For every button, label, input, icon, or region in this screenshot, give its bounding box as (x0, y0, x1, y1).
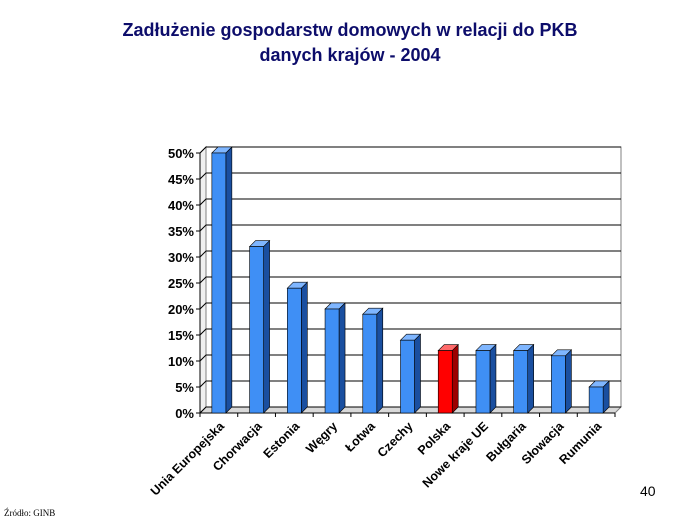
bar-czechy-side (414, 333, 421, 414)
gridline (199, 302, 621, 310)
bar-estonia-side (301, 281, 308, 414)
bar-węgry-side (338, 302, 346, 414)
y-tick-label: 50% (168, 146, 194, 161)
chart-title: Zadłużenie gospodarstw domowych w relacj… (0, 18, 700, 68)
y-tick-label: 35% (168, 224, 194, 239)
y-tick-label: 30% (168, 250, 194, 265)
bar-chorwacja (249, 246, 264, 414)
y-tick-label: 5% (175, 380, 194, 395)
bar-łotwa (362, 313, 378, 414)
gridline (199, 198, 621, 206)
y-tick-label: 45% (168, 172, 194, 187)
x-tick-label: Węgry (303, 419, 340, 456)
gridline (199, 276, 621, 284)
bar-bułgaria (513, 350, 528, 414)
bar-unia-europejska (211, 152, 227, 414)
bar-unia-europejska-side (225, 146, 233, 414)
y-tick-label: 20% (168, 302, 194, 317)
page-number: 40 (640, 483, 656, 499)
bar-estonia (287, 287, 302, 414)
chart-title-line-1: Zadłużenie gospodarstw domowych w relacj… (122, 20, 578, 40)
bar-słowacja (551, 355, 566, 414)
bar-słowacja-side (565, 349, 572, 414)
x-tick-label: Czechy (375, 419, 416, 460)
bar-nowe-kraje-ue-side (489, 343, 497, 414)
gridline (199, 250, 621, 258)
y-tick-label: 25% (168, 276, 194, 291)
x-tick-label: Estonia (261, 418, 304, 461)
bar-czechy (400, 339, 415, 414)
source-note: Źródło: GINB (4, 508, 56, 518)
y-tick-label: 0% (175, 406, 194, 421)
chart-title-line-2: danych krajów - 2004 (259, 45, 441, 65)
x-tick-label: Łotwa (342, 418, 378, 454)
bar-polska-side (451, 343, 459, 414)
gridline (199, 224, 621, 232)
y-tick-label: 10% (168, 354, 194, 369)
bar-bułgaria-side (527, 343, 534, 414)
bar-łotwa-side (376, 307, 384, 414)
bar-nowe-kraje-ue (475, 350, 491, 414)
bar-węgry (324, 308, 340, 414)
bar-chorwacja-side (263, 239, 270, 414)
x-tick-label: Nowe kraje UE (420, 419, 491, 490)
bar-polska (437, 350, 453, 414)
bar-rumunia (588, 386, 604, 414)
gridline (199, 172, 621, 180)
x-tick-label: Rumunia (557, 418, 605, 466)
gridline (199, 146, 621, 154)
gridline (199, 328, 621, 336)
y-tick-label: 15% (168, 328, 194, 343)
y-tick-label: 40% (168, 198, 194, 213)
